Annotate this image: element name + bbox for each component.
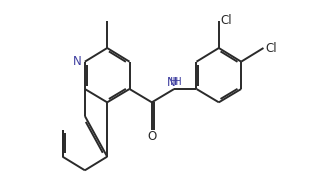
Text: O: O	[147, 130, 156, 143]
Text: H: H	[174, 77, 182, 87]
Text: N: N	[167, 76, 175, 89]
Text: H: H	[170, 77, 178, 87]
Text: Cl: Cl	[265, 41, 277, 54]
Text: N: N	[73, 55, 82, 68]
Text: Cl: Cl	[220, 14, 232, 27]
